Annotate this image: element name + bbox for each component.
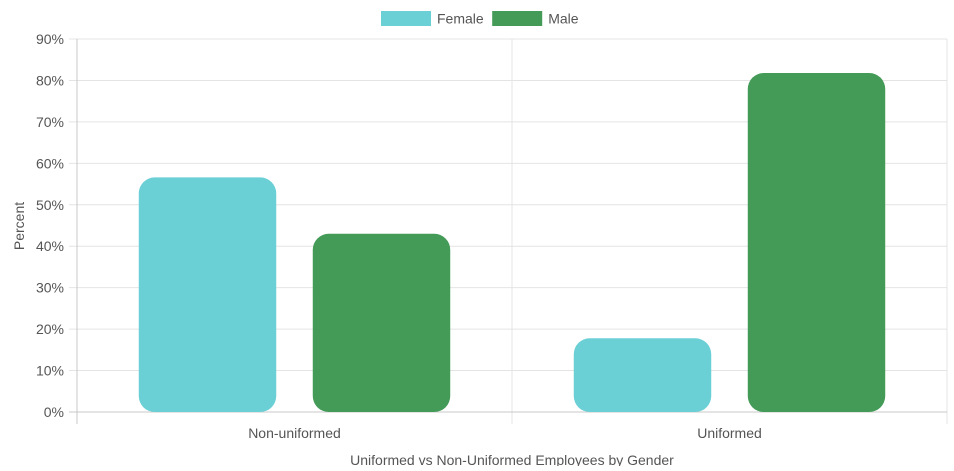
legend-swatch <box>492 11 543 26</box>
y-tick-label: 70% <box>36 114 64 130</box>
y-tick-label: 40% <box>36 238 64 254</box>
x-axis-title: Uniformed vs Non-Uniformed Employees by … <box>350 452 674 466</box>
legend-item-male[interactable]: Male <box>492 11 579 27</box>
bars <box>138 72 886 413</box>
bar-male-non-uniformed[interactable] <box>312 233 451 412</box>
y-tick-label: 20% <box>36 321 64 337</box>
legend-label: Male <box>548 11 579 27</box>
legend-label: Female <box>437 11 484 27</box>
legend-item-female[interactable]: Female <box>381 11 484 27</box>
y-tick-label: 50% <box>36 197 64 213</box>
bar-female-non-uniformed[interactable] <box>138 177 277 412</box>
y-axis-title: Percent <box>11 202 27 250</box>
legend[interactable]: Female Male <box>381 11 579 27</box>
x-tick-label: Non-uniformed <box>248 425 341 441</box>
tick-labels: 0% 10% 20% 30% 40% 50% 60% 70% 80% 90% Non-uniform… <box>36 31 762 441</box>
bar-female-uniformed[interactable] <box>573 338 712 412</box>
y-tick-label: 60% <box>36 155 64 171</box>
x-tick-label: Uniformed <box>697 425 762 441</box>
y-tick-label: 10% <box>36 363 64 379</box>
legend-swatch <box>381 11 431 26</box>
y-tick-label: 30% <box>36 280 64 296</box>
y-tick-label: 0% <box>44 404 64 420</box>
y-tick-label: 80% <box>36 72 64 88</box>
y-tick-label: 90% <box>36 31 64 47</box>
bar-male-uniformed[interactable] <box>747 72 886 413</box>
